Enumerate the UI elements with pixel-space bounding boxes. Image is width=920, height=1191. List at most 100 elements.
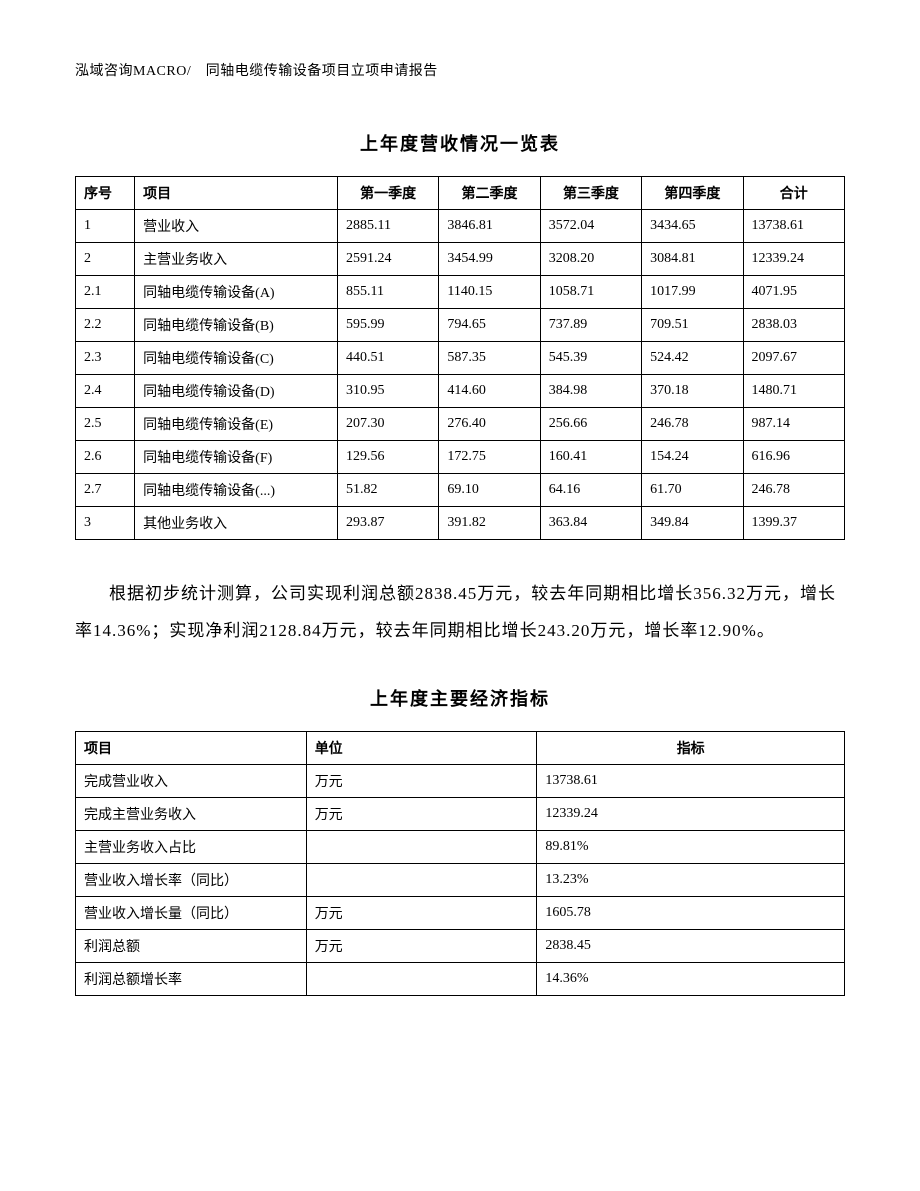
cell: 同轴电缆传输设备(C) [135,342,338,375]
cell: 440.51 [337,342,438,375]
table-row: 完成主营业务收入万元12339.24 [76,797,845,830]
cell: 2 [76,243,135,276]
cell: 2.5 [76,408,135,441]
cell: 391.82 [439,507,540,540]
table-row: 2.7同轴电缆传输设备(...)51.8269.1064.1661.70246.… [76,474,845,507]
cell: 51.82 [337,474,438,507]
col-header: 项目 [135,177,338,210]
page-header: 泓域咨询MACRO/ 同轴电缆传输设备项目立项申请报告 [75,60,845,80]
cell: 14.36% [537,962,845,995]
cell: 2097.67 [743,342,844,375]
table-row: 2.6同轴电缆传输设备(F)129.56172.75160.41154.2461… [76,441,845,474]
cell: 其他业务收入 [135,507,338,540]
cell: 3 [76,507,135,540]
col-header: 第三季度 [540,177,641,210]
cell: 293.87 [337,507,438,540]
table-row: 2.1同轴电缆传输设备(A)855.111140.151058.711017.9… [76,276,845,309]
cell: 同轴电缆传输设备(B) [135,309,338,342]
cell: 172.75 [439,441,540,474]
summary-paragraph: 根据初步统计测算，公司实现利润总额2838.45万元，较去年同期相比增长356.… [75,575,845,650]
revenue-table-body: 1营业收入2885.113846.813572.043434.6513738.6… [76,210,845,540]
cell: 2.6 [76,441,135,474]
cell: 3084.81 [642,243,743,276]
cell: 2885.11 [337,210,438,243]
cell: 万元 [306,764,537,797]
cell: 3434.65 [642,210,743,243]
table-row: 2.3同轴电缆传输设备(C)440.51587.35545.39524.4220… [76,342,845,375]
cell: 4071.95 [743,276,844,309]
cell: 595.99 [337,309,438,342]
cell: 1605.78 [537,896,845,929]
table-row: 营业收入增长量（同比）万元1605.78 [76,896,845,929]
cell: 276.40 [439,408,540,441]
col-header: 第四季度 [642,177,743,210]
cell: 363.84 [540,507,641,540]
cell [306,962,537,995]
col-header: 合计 [743,177,844,210]
col-header: 第一季度 [337,177,438,210]
cell: 3572.04 [540,210,641,243]
cell: 12339.24 [537,797,845,830]
cell: 完成营业收入 [76,764,307,797]
revenue-table: 序号 项目 第一季度 第二季度 第三季度 第四季度 合计 1营业收入2885.1… [75,176,845,540]
revenue-table-title: 上年度营收情况一览表 [75,130,845,156]
cell: 同轴电缆传输设备(E) [135,408,338,441]
cell: 1399.37 [743,507,844,540]
cell: 1058.71 [540,276,641,309]
col-header: 第二季度 [439,177,540,210]
table-header-row: 序号 项目 第一季度 第二季度 第三季度 第四季度 合计 [76,177,845,210]
cell: 13738.61 [743,210,844,243]
cell: 794.65 [439,309,540,342]
cell: 64.16 [540,474,641,507]
cell: 同轴电缆传输设备(F) [135,441,338,474]
cell: 89.81% [537,830,845,863]
table-row: 2.5同轴电缆传输设备(E)207.30276.40256.66246.7898… [76,408,845,441]
cell: 616.96 [743,441,844,474]
cell: 709.51 [642,309,743,342]
cell: 主营业务收入占比 [76,830,307,863]
cell: 2.7 [76,474,135,507]
table-row: 2.2同轴电缆传输设备(B)595.99794.65737.89709.5128… [76,309,845,342]
cell: 利润总额 [76,929,307,962]
cell: 主营业务收入 [135,243,338,276]
cell: 160.41 [540,441,641,474]
cell: 370.18 [642,375,743,408]
table-row: 利润总额万元2838.45 [76,929,845,962]
cell: 营业收入增长量（同比） [76,896,307,929]
cell: 13.23% [537,863,845,896]
table-row: 2.4同轴电缆传输设备(D)310.95414.60384.98370.1814… [76,375,845,408]
cell: 3208.20 [540,243,641,276]
cell: 同轴电缆传输设备(...) [135,474,338,507]
cell: 营业收入增长率（同比） [76,863,307,896]
cell: 855.11 [337,276,438,309]
table-row: 利润总额增长率 14.36% [76,962,845,995]
cell: 2838.03 [743,309,844,342]
cell: 987.14 [743,408,844,441]
cell: 利润总额增长率 [76,962,307,995]
cell: 246.78 [642,408,743,441]
cell: 同轴电缆传输设备(A) [135,276,338,309]
table-header-row: 项目 单位 指标 [76,731,845,764]
cell: 207.30 [337,408,438,441]
cell: 414.60 [439,375,540,408]
cell: 587.35 [439,342,540,375]
cell: 2591.24 [337,243,438,276]
indicator-table-title: 上年度主要经济指标 [75,685,845,711]
cell: 万元 [306,929,537,962]
cell: 69.10 [439,474,540,507]
col-header: 项目 [76,731,307,764]
cell: 营业收入 [135,210,338,243]
cell: 384.98 [540,375,641,408]
cell: 545.39 [540,342,641,375]
cell: 万元 [306,797,537,830]
col-header: 序号 [76,177,135,210]
cell: 2.1 [76,276,135,309]
table-row: 3其他业务收入293.87391.82363.84349.841399.37 [76,507,845,540]
cell [306,830,537,863]
cell: 3454.99 [439,243,540,276]
cell: 2.2 [76,309,135,342]
cell: 524.42 [642,342,743,375]
cell: 13738.61 [537,764,845,797]
table-row: 主营业务收入占比 89.81% [76,830,845,863]
cell: 万元 [306,896,537,929]
